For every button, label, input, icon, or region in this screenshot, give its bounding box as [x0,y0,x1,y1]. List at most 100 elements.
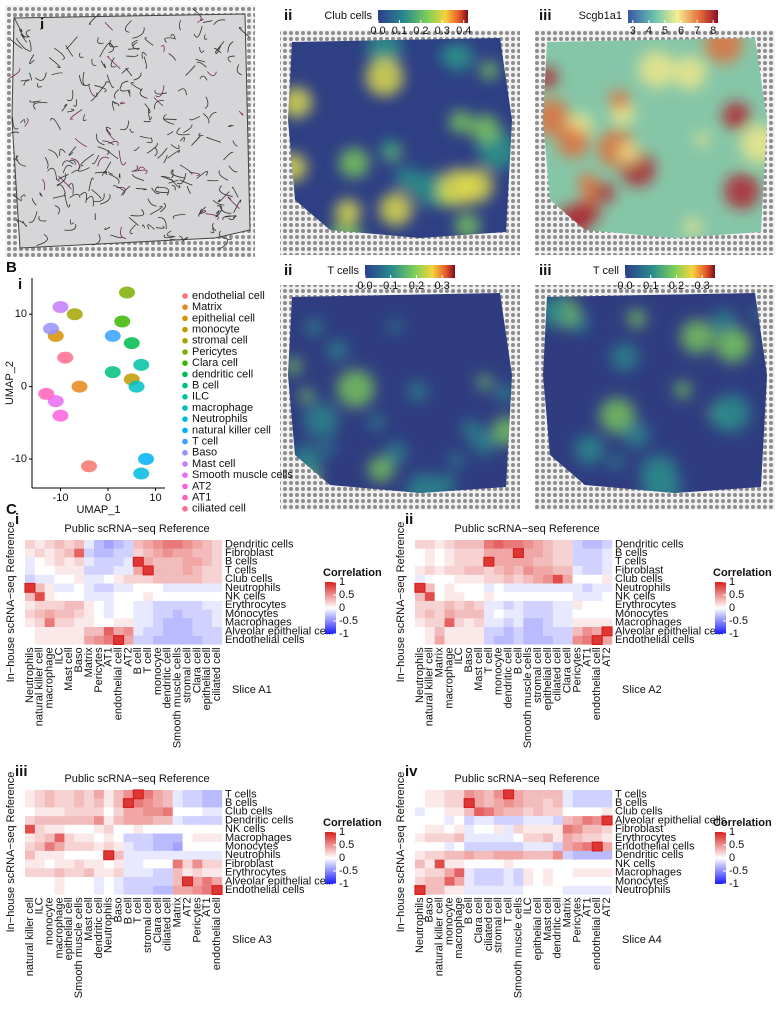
heatmap-cell [454,540,465,549]
heatmap-cell [212,574,223,584]
column-label: monocyte [44,897,56,945]
heatmap-cell [562,833,573,843]
column-label: stromal cell [493,897,505,953]
column-label: endothelial cell [591,647,603,720]
heatmap-cell [84,592,95,602]
heatmap-cell [64,885,75,895]
heatmap-cell [562,609,573,619]
tissue-fiber [110,57,116,68]
heatmap-cell [454,850,465,860]
legend-title: Correlation [323,567,382,579]
heatmap-cell [202,635,213,645]
heatmap-cell [182,548,193,558]
heatmap-cell [572,566,583,575]
heatmap-cell [483,859,494,869]
heatmap-cell [543,592,554,602]
heatmap-cell [562,627,573,636]
cluster [123,337,140,350]
heatmap-cell [153,600,164,610]
heatmap-cell [202,824,213,834]
tissue-fiber [125,67,133,76]
expression-blob [303,403,339,438]
heatmap-cell [602,798,613,808]
heatmap-cell [503,618,514,628]
column-label: Mast cell [473,647,485,690]
heatmap-cell [602,816,613,825]
heatmap-cell [552,609,563,619]
heatmap-cell [153,807,164,817]
cluster [104,366,121,379]
heatmap-cell [562,798,573,808]
heatmap-cell [503,807,514,817]
heatmap-cell [493,557,504,567]
heatmap-cell [64,548,75,558]
colorbar-tick-label: 0.2 [409,280,424,292]
tissue-fiber [61,160,74,166]
tissue-fiber [33,101,35,104]
heatmap-cell [162,885,173,895]
heatmap-cell [424,583,435,593]
heatmap-cell [513,557,524,567]
heatmap-cell [523,540,534,549]
heatmap-cell [123,885,134,895]
tissue-fiber [128,47,140,50]
tissue-fiber [186,186,191,194]
heatmap-cell [54,807,65,817]
heatmap-cell [415,548,426,558]
tissue-fiber [196,61,207,68]
heatmap-cell [562,790,573,799]
heatmap-cell [503,816,514,825]
heatmap-cell [103,842,114,852]
heatmap-cell [153,574,164,584]
heatmap-cell [503,842,514,852]
heatmap-cell [182,574,193,584]
heatmap-cell [543,540,554,549]
heatmap-cell [582,600,593,610]
heatmap-cell [444,824,455,834]
heatmap-cell [202,627,213,636]
column-label: epithelial cell [532,897,544,960]
heatmap-cell [533,877,544,886]
heatmap-cell [483,557,494,567]
tissue-fiber [51,72,63,76]
heatmap-cell [464,877,475,886]
legend-swatch [182,506,188,512]
heatmap-cell [84,574,95,584]
heatmap-cell [44,583,55,593]
heatmap-cell [64,592,75,602]
heatmap-cell [44,600,55,610]
highlight-box [503,789,515,800]
column-label: ILC [34,897,46,914]
heatmap-cell [133,833,144,843]
expression-blob [471,429,497,455]
heatmap-cell [513,790,524,799]
tissue-fiber [139,135,153,139]
tissue-fiber [179,164,193,175]
heatmap-cell [93,798,104,808]
heatmap-cell [474,557,485,567]
heatmap-cell [212,833,223,843]
heatmap-cell [483,807,494,817]
tissue-fiber [147,108,152,121]
heatmap-cell [415,627,426,636]
column-label: macrophage [443,647,455,708]
heatmap-cell [123,790,134,799]
heatmap-cell [513,807,524,817]
heatmap-cell [415,557,426,567]
expression-blob [622,421,650,448]
column-label: T cell [142,647,154,673]
column-label: T cell [132,897,144,923]
heatmap-cell [493,635,504,645]
colorbar-tick-label: -1 [339,628,349,640]
tissue-fiber [12,117,19,130]
tissue-fiber [163,114,175,125]
tissue-fiber [62,164,73,173]
tissue-fiber [12,194,23,201]
heatmap-cell [113,885,124,895]
heatmap-cell [483,816,494,825]
heatmap-cell [192,592,203,602]
tissue-fiber [26,39,32,52]
heatmap-cell [74,850,85,860]
colorbar-tick-label: 0.1 [643,280,658,292]
expression-blob [369,414,385,430]
